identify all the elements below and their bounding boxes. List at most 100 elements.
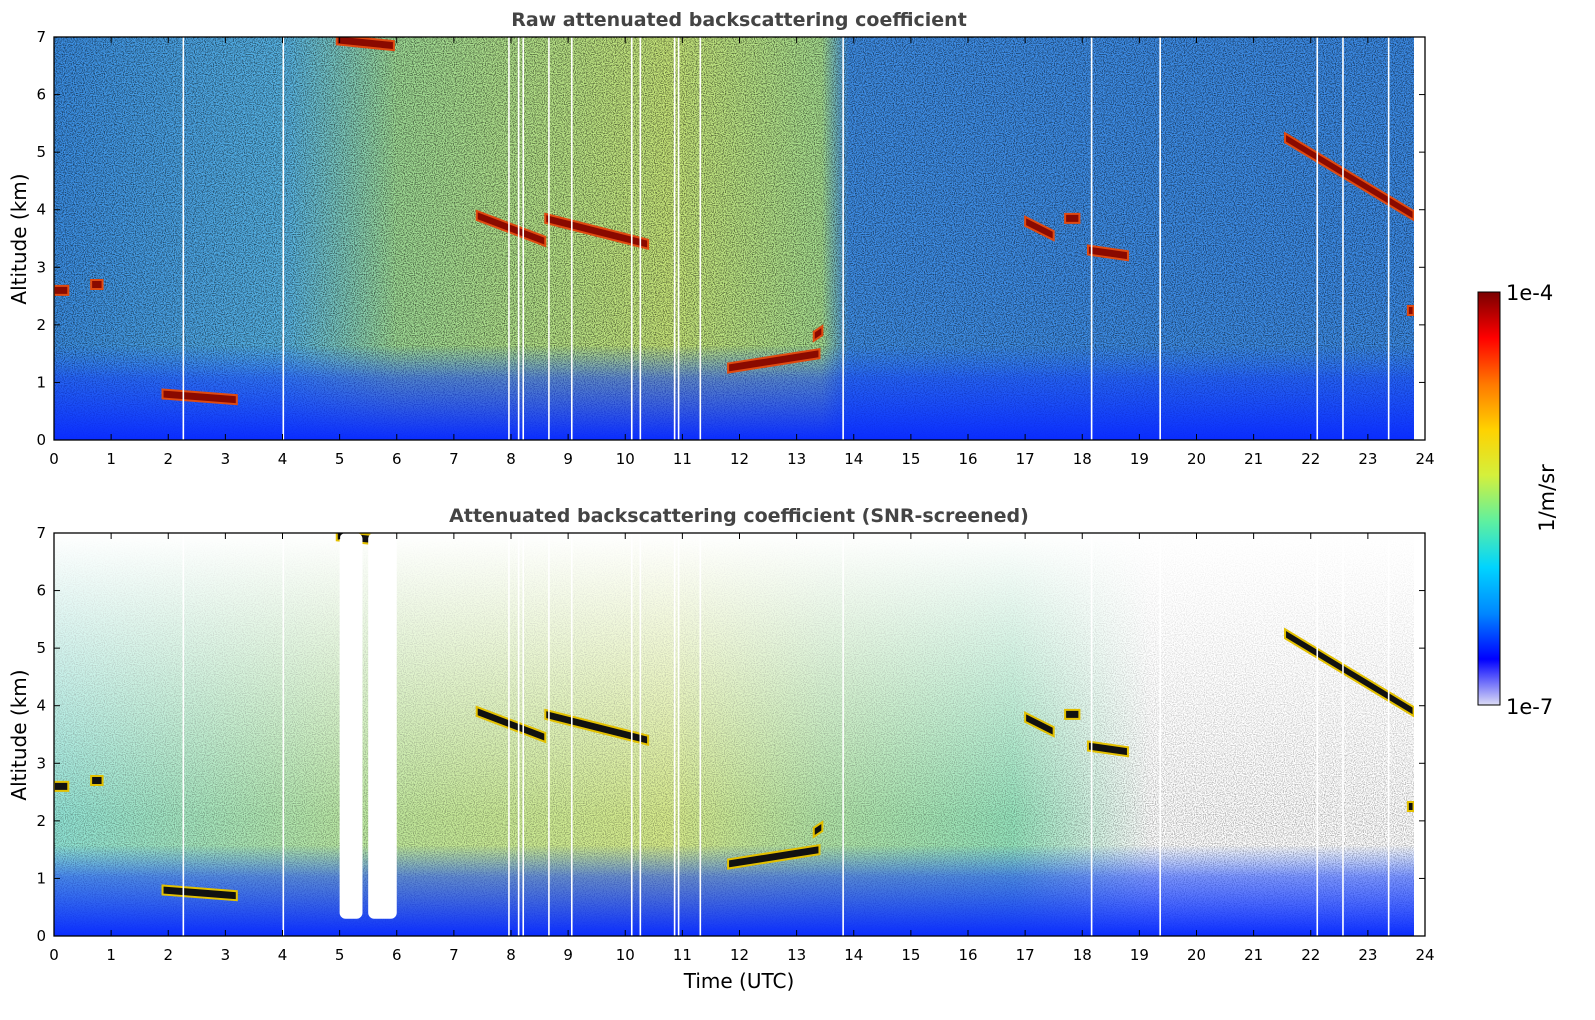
raw-surface-layer bbox=[54, 345, 1425, 440]
screened-y-ticks: 0 1 2 3 4 5 6 7 bbox=[36, 524, 1425, 945]
y-tick-label: 1 bbox=[36, 869, 46, 887]
x-tick-label: 8 bbox=[506, 946, 516, 964]
x-tick-label: 18 bbox=[1073, 450, 1092, 468]
colorbar-max-label: 1e-4 bbox=[1506, 281, 1553, 305]
data-gap-line bbox=[522, 37, 525, 440]
colorbar: 1e-4 1e-7 1/m/sr bbox=[1477, 281, 1559, 719]
data-gap-line bbox=[1090, 533, 1093, 936]
data-gap-line bbox=[842, 37, 844, 440]
x-tick-label: 12 bbox=[730, 450, 749, 468]
x-tick-label: 0 bbox=[49, 450, 59, 468]
x-tick-label: 17 bbox=[1016, 946, 1035, 964]
data-gap-line bbox=[842, 533, 844, 936]
cloud-layer bbox=[90, 279, 104, 291]
cloud-layer bbox=[161, 388, 238, 406]
x-tick-label: 22 bbox=[1301, 946, 1320, 964]
x-tick-label: 10 bbox=[616, 946, 635, 964]
x-tick-label: 10 bbox=[616, 450, 635, 468]
data-gap-line bbox=[1387, 37, 1390, 440]
data-gap-line bbox=[508, 37, 510, 440]
raw-no-data-end bbox=[1414, 37, 1425, 440]
screened-panel-title: Attenuated backscattering coefficient (S… bbox=[449, 505, 1029, 527]
y-tick-label: 0 bbox=[36, 431, 46, 449]
data-gap-line bbox=[522, 533, 525, 936]
data-gap-line bbox=[1387, 533, 1390, 936]
x-tick-label: 9 bbox=[563, 946, 573, 964]
data-gap-line bbox=[282, 37, 285, 440]
data-gap-line bbox=[1342, 37, 1344, 440]
raw-y-axis-label: Altitude (km) bbox=[7, 173, 31, 304]
cloud-layer bbox=[1086, 244, 1129, 262]
screened-y-axis-label: Altitude (km) bbox=[7, 669, 31, 800]
x-tick-label: 14 bbox=[844, 450, 863, 468]
cloud-layer bbox=[1406, 304, 1415, 316]
x-tick-label: 21 bbox=[1244, 946, 1263, 964]
x-tick-label: 11 bbox=[673, 450, 692, 468]
x-tick-label: 14 bbox=[844, 946, 863, 964]
cloud-layer bbox=[1406, 800, 1415, 812]
x-tick-label: 23 bbox=[1358, 450, 1377, 468]
screened-x-ticks: 0 1 2 3 4 5 6 7 8 9 10 11 12 13 14 15 16 17 18 19 20 21 22 23 24 bbox=[49, 533, 1435, 964]
cloud-layer bbox=[812, 820, 824, 839]
x-tick-label: 7 bbox=[449, 450, 459, 468]
colorbar-scale bbox=[1477, 291, 1501, 706]
y-tick-label: 5 bbox=[36, 639, 46, 657]
y-tick-label: 6 bbox=[36, 86, 46, 104]
colorbar-min-label: 1e-7 bbox=[1506, 695, 1553, 719]
cloud-layer bbox=[1086, 740, 1129, 758]
x-tick-label: 9 bbox=[563, 450, 573, 468]
data-gap-line bbox=[673, 37, 676, 440]
x-tick-label: 20 bbox=[1187, 450, 1206, 468]
data-gap-line bbox=[677, 533, 680, 936]
data-gap-line bbox=[1159, 37, 1161, 440]
y-tick-label: 4 bbox=[36, 201, 46, 219]
x-tick-label: 17 bbox=[1016, 450, 1035, 468]
y-tick-label: 0 bbox=[36, 927, 46, 945]
cloud-layer bbox=[54, 284, 70, 296]
data-gap-line bbox=[182, 37, 185, 440]
raw-y-ticks: 0 1 2 3 4 5 6 7 bbox=[36, 28, 1425, 449]
screened-no-data-end bbox=[1414, 533, 1425, 936]
x-tick-label: 16 bbox=[958, 450, 977, 468]
x-axis-label: Time (UTC) bbox=[683, 969, 795, 993]
data-gap-line bbox=[182, 533, 185, 936]
y-tick-label: 4 bbox=[36, 697, 46, 715]
x-tick-label: 22 bbox=[1301, 450, 1320, 468]
data-gap-line bbox=[548, 37, 550, 440]
cloud-layer bbox=[1024, 711, 1055, 738]
cloud-layer bbox=[335, 37, 395, 52]
x-tick-label: 11 bbox=[673, 946, 692, 964]
raw-backscatter-panel: Raw attenuated backscattering coefficien… bbox=[7, 9, 1435, 468]
data-gap-line bbox=[508, 533, 510, 936]
x-tick-label: 15 bbox=[901, 450, 920, 468]
data-gap-line bbox=[517, 533, 520, 936]
data-gap-line bbox=[673, 533, 676, 936]
x-tick-label: 5 bbox=[335, 450, 345, 468]
raw-panel-title: Raw attenuated backscattering coefficien… bbox=[511, 9, 967, 31]
raw-x-ticks: 0 1 2 3 4 5 6 7 8 9 10 11 12 13 14 15 16 17 18 19 20 21 22 23 24 bbox=[49, 37, 1435, 468]
data-gap-line bbox=[570, 533, 573, 936]
x-tick-label: 2 bbox=[163, 946, 173, 964]
data-gap-line bbox=[282, 533, 285, 936]
x-tick-label: 1 bbox=[106, 946, 116, 964]
cloud-layer bbox=[1024, 215, 1055, 242]
data-gap-line bbox=[699, 533, 702, 936]
x-tick-label: 3 bbox=[221, 946, 231, 964]
data-gap-line bbox=[570, 37, 573, 440]
x-tick-label: 21 bbox=[1244, 450, 1263, 468]
x-tick-label: 2 bbox=[163, 450, 173, 468]
colorbar-unit-label: 1/m/sr bbox=[1535, 464, 1559, 532]
y-tick-label: 2 bbox=[36, 812, 46, 830]
data-gap-line bbox=[1090, 37, 1093, 440]
y-tick-label: 2 bbox=[36, 316, 46, 334]
x-tick-label: 12 bbox=[730, 946, 749, 964]
cloud-layer bbox=[1064, 708, 1081, 720]
data-gap-line bbox=[639, 533, 642, 936]
raw-data-gaps bbox=[182, 37, 1390, 440]
x-tick-label: 6 bbox=[392, 450, 402, 468]
x-tick-label: 19 bbox=[1130, 450, 1149, 468]
x-tick-label: 8 bbox=[506, 450, 516, 468]
data-gap-line bbox=[630, 37, 633, 440]
data-gap-line bbox=[677, 37, 680, 440]
